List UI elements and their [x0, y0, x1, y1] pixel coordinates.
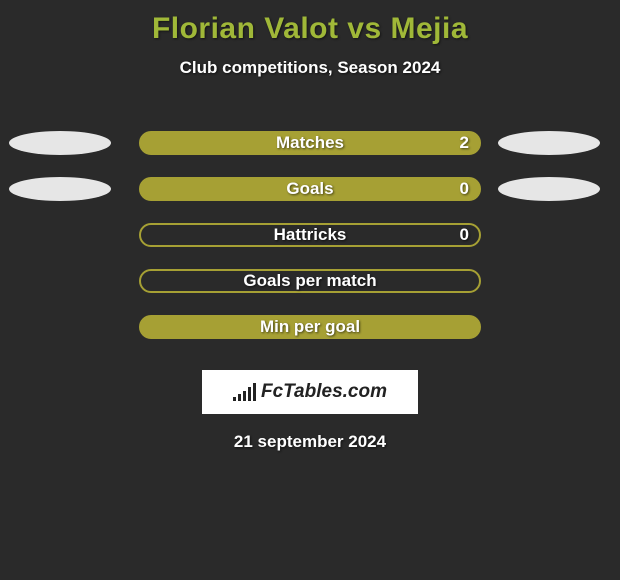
left-ellipse [9, 177, 111, 201]
stat-label: Goals [286, 179, 333, 199]
stat-row-matches: Matches 2 [0, 120, 620, 166]
stat-label: Matches [276, 133, 344, 153]
stat-pill: Hattricks 0 [139, 223, 481, 247]
stat-row-goals-per-match: Goals per match [0, 258, 620, 304]
right-ellipse [498, 131, 600, 155]
logo-bar [238, 394, 241, 401]
logo-bar [253, 383, 256, 401]
stat-label: Goals per match [243, 271, 376, 291]
stat-pill: Goals per match [139, 269, 481, 293]
left-ellipse [9, 131, 111, 155]
logo-bar [248, 387, 251, 401]
stat-pill: Min per goal [139, 315, 481, 339]
stat-row-goals: Goals 0 [0, 166, 620, 212]
logo-box: FcTables.com [202, 370, 418, 414]
stat-pill: Matches 2 [139, 131, 481, 155]
stat-row-min-per-goal: Min per goal [0, 304, 620, 350]
fctables-logo: FcTables.com [233, 381, 387, 403]
stat-value: 2 [460, 133, 469, 153]
stat-pill: Goals 0 [139, 177, 481, 201]
stat-rows: Matches 2 Goals 0 Hattricks 0 Goals per … [0, 120, 620, 350]
stat-label: Min per goal [260, 317, 360, 337]
right-ellipse [498, 177, 600, 201]
page-title: Florian Valot vs Mejia [0, 0, 620, 46]
stat-value: 0 [460, 179, 469, 199]
date-label: 21 september 2024 [0, 432, 620, 452]
logo-bar [233, 397, 236, 401]
logo-chart-icon [233, 383, 256, 401]
stat-label: Hattricks [274, 225, 347, 245]
logo-bar [243, 391, 246, 401]
logo-text: FcTables.com [261, 381, 387, 403]
comparison-infographic: Florian Valot vs Mejia Club competitions… [0, 0, 620, 580]
subtitle: Club competitions, Season 2024 [0, 58, 620, 78]
stat-row-hattricks: Hattricks 0 [0, 212, 620, 258]
stat-value: 0 [460, 225, 469, 245]
